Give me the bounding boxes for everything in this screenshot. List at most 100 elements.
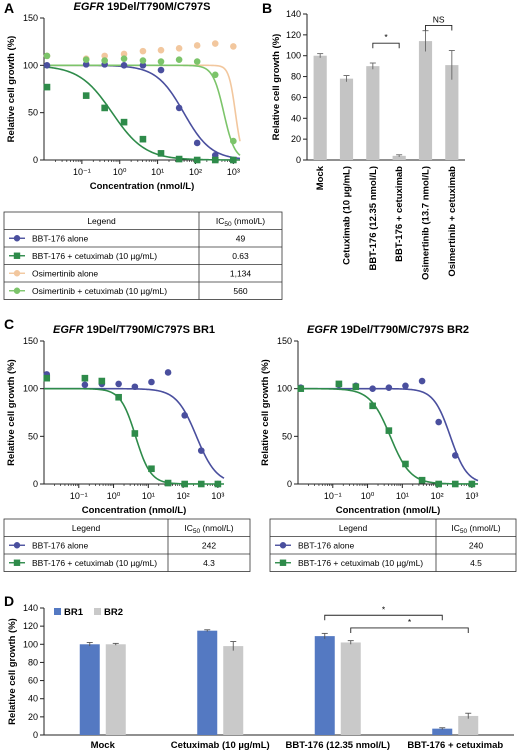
C1-x-tick-label: 10³ xyxy=(211,491,224,501)
D-y-label: Relative cell growth (%) xyxy=(7,618,18,725)
A-bbt176_cetux-point xyxy=(120,118,128,126)
B-significance-label: * xyxy=(384,32,388,42)
D-y-tick-label: 40 xyxy=(28,694,38,704)
panel-label-b: B xyxy=(262,0,272,16)
C1-legend-marker xyxy=(13,542,21,549)
C1-legend-marker xyxy=(13,559,21,566)
A-bbt176-point xyxy=(120,62,128,69)
B-significance-label: NS xyxy=(433,14,445,24)
C2-bbt176-point xyxy=(402,382,409,390)
D-bar-br2 xyxy=(458,715,479,735)
C2-y-tick-label: 50 xyxy=(282,431,292,441)
D-y-tick-label: 80 xyxy=(28,657,38,667)
C1-ic50-value: 4.3 xyxy=(203,558,215,568)
C2-y-tick-label: 0 xyxy=(287,479,292,489)
A-bbt176-point xyxy=(157,66,165,74)
C2-y-tick-label: 100 xyxy=(277,384,292,394)
A-osim_cetux-point xyxy=(193,58,201,65)
B-bar xyxy=(339,78,354,160)
C1-y-tick-label: 100 xyxy=(23,384,38,394)
A-bbt176-point xyxy=(139,62,147,69)
C2-y-label: Relative cell growth (%) xyxy=(260,359,271,466)
B-y-tick-label: 120 xyxy=(286,30,301,40)
C1-x-tick-label: 10¹ xyxy=(142,491,155,501)
A-osimertinib-point xyxy=(211,40,219,47)
D-legend-label: BR2 xyxy=(104,607,123,618)
A-bbt176_cetux-fit-curve xyxy=(43,66,240,161)
A-y-tick-label: 150 xyxy=(23,13,38,23)
B-bar xyxy=(366,66,380,160)
C1-bbt176-point xyxy=(115,380,122,388)
C2-legend-label: BBT-176 alone xyxy=(298,540,355,550)
C2-bbt176_cetux-point xyxy=(385,427,393,434)
D-legend-swatch xyxy=(94,608,101,615)
C1-bbt176-point xyxy=(131,383,139,391)
A-osimertinib-point xyxy=(157,46,165,54)
C2-bbt176_cetux-point xyxy=(435,480,442,488)
A-bbt176-point xyxy=(175,104,183,112)
C1-bbt176_cetux-point xyxy=(81,374,89,382)
B-significance-bracket xyxy=(425,25,453,31)
A-osimertinib-point xyxy=(193,42,201,49)
C1-bbt176-point xyxy=(148,378,155,386)
A-osim_cetux-point xyxy=(43,52,51,60)
B-bar xyxy=(313,55,327,160)
B-category-label: Cetuximab (10 µg/mL) xyxy=(342,166,353,265)
C1-bbt176-point xyxy=(81,381,89,389)
D-y-tick-label: 0 xyxy=(33,730,38,740)
D-y-tick-label: 120 xyxy=(23,621,38,631)
C2-x-tick-label: 10⁻¹ xyxy=(324,491,342,501)
A-bbt176_cetux-point xyxy=(82,92,90,99)
C2-legend-marker xyxy=(279,559,287,566)
D-bar-br1 xyxy=(197,630,218,735)
A-legend-label: Osimertinib + cetuximab (10 µg/mL) xyxy=(32,286,167,296)
A-osimertinib-point xyxy=(139,47,147,55)
A-y-tick-label: 100 xyxy=(23,60,38,70)
D-category-label: Mock xyxy=(91,740,116,751)
D-bar-br1 xyxy=(79,644,100,735)
C2-bbt176_cetux-point xyxy=(451,480,459,488)
B-y-tick-label: 60 xyxy=(291,92,301,102)
C2-bbt176-point xyxy=(451,452,459,459)
C2-x-label: Concentration (nmol/L) xyxy=(336,505,441,516)
C1-x-tick-label: 10² xyxy=(177,491,190,501)
B-significance-bracket xyxy=(372,42,400,49)
D-legend-swatch xyxy=(54,608,61,615)
C2-bbt176-fit-curve xyxy=(298,387,479,482)
A-osim_cetux-point xyxy=(101,57,108,64)
C2-table-header-ic50: IC50 (nmol/L) xyxy=(451,523,500,535)
A-bbt176_cetux-point xyxy=(43,83,51,91)
A-table-header-legend: Legend xyxy=(87,216,116,226)
panel-label-a: A xyxy=(4,0,14,16)
C1-x-tick-label: 10⁰ xyxy=(107,491,121,501)
C1-table-header-ic50: IC50 (nmol/L) xyxy=(184,523,233,535)
D-category-label: BBT-176 (12.35 nmol/L) xyxy=(285,740,390,751)
C1-bbt176_cetux-point xyxy=(181,480,188,488)
A-bbt176-point xyxy=(43,62,51,69)
C2-bbt176_cetux-point xyxy=(352,383,360,391)
C1-title: EGFR 19Del/T790M/C797S BR1 xyxy=(53,324,215,336)
C1-bbt176-point xyxy=(197,447,205,454)
A-ic50-value: 1,134 xyxy=(230,268,252,278)
C1-table-header-legend: Legend xyxy=(72,523,101,533)
A-osim_cetux-point xyxy=(175,56,183,63)
A-legend-marker xyxy=(13,270,21,277)
B-bar xyxy=(392,155,406,160)
C1-x-label: Concentration (nmol/L) xyxy=(82,505,187,516)
B-y-tick-label: 40 xyxy=(291,113,301,123)
C2-table-header-legend: Legend xyxy=(339,523,368,533)
D-bar-br2 xyxy=(223,646,244,735)
A-bbt176_cetux-point xyxy=(175,155,183,163)
A-legend-marker xyxy=(13,252,21,259)
C2-x-tick-label: 10² xyxy=(431,491,444,501)
B-y-tick-label: 140 xyxy=(286,9,301,19)
C2-bbt176-point xyxy=(385,384,393,392)
A-bbt176_cetux-point xyxy=(101,104,108,112)
A-osim_cetux-point xyxy=(157,58,165,65)
A-osim_cetux-point xyxy=(230,137,237,145)
A-osim_cetux-point xyxy=(82,56,90,63)
A-x-label: Concentration (nmol/L) xyxy=(90,181,195,192)
A-title: EGFR 19Del/T790M/C797S xyxy=(74,1,211,13)
A-bbt176_cetux-point xyxy=(139,135,147,143)
D-bar-br2 xyxy=(105,644,126,735)
